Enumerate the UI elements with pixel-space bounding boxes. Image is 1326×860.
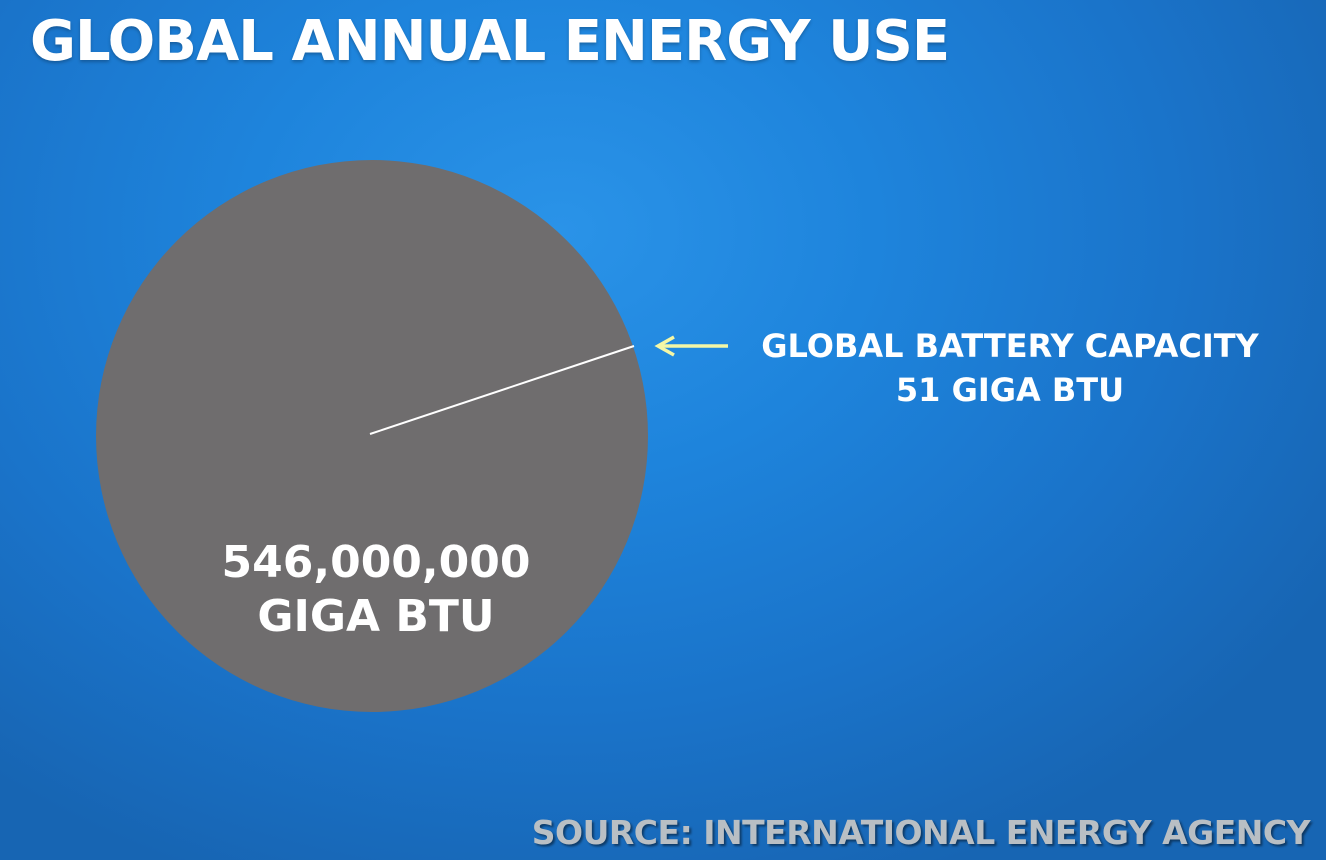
callout-arrow — [654, 335, 728, 357]
source-credit: SOURCE: INTERNATIONAL ENERGY AGENCY — [531, 813, 1311, 852]
callout-title: GLOBAL BATTERY CAPACITY — [761, 327, 1259, 365]
pie-unit: GIGA BTU — [257, 591, 495, 642]
callout-value: 51 GIGA BTU — [895, 371, 1125, 409]
pie-slice-global-energy — [96, 160, 648, 712]
battery-capacity-callout: GLOBAL BATTERY CAPACITY 51 GIGA BTU — [730, 324, 1290, 412]
chart-title: GLOBAL ANNUAL ENERGY USE — [30, 9, 950, 74]
pie-value: 546,000,000 — [221, 537, 531, 588]
pie-slice-battery-capacity — [369, 345, 635, 435]
pie-value-label: 546,000,000 GIGA BTU — [176, 536, 576, 644]
